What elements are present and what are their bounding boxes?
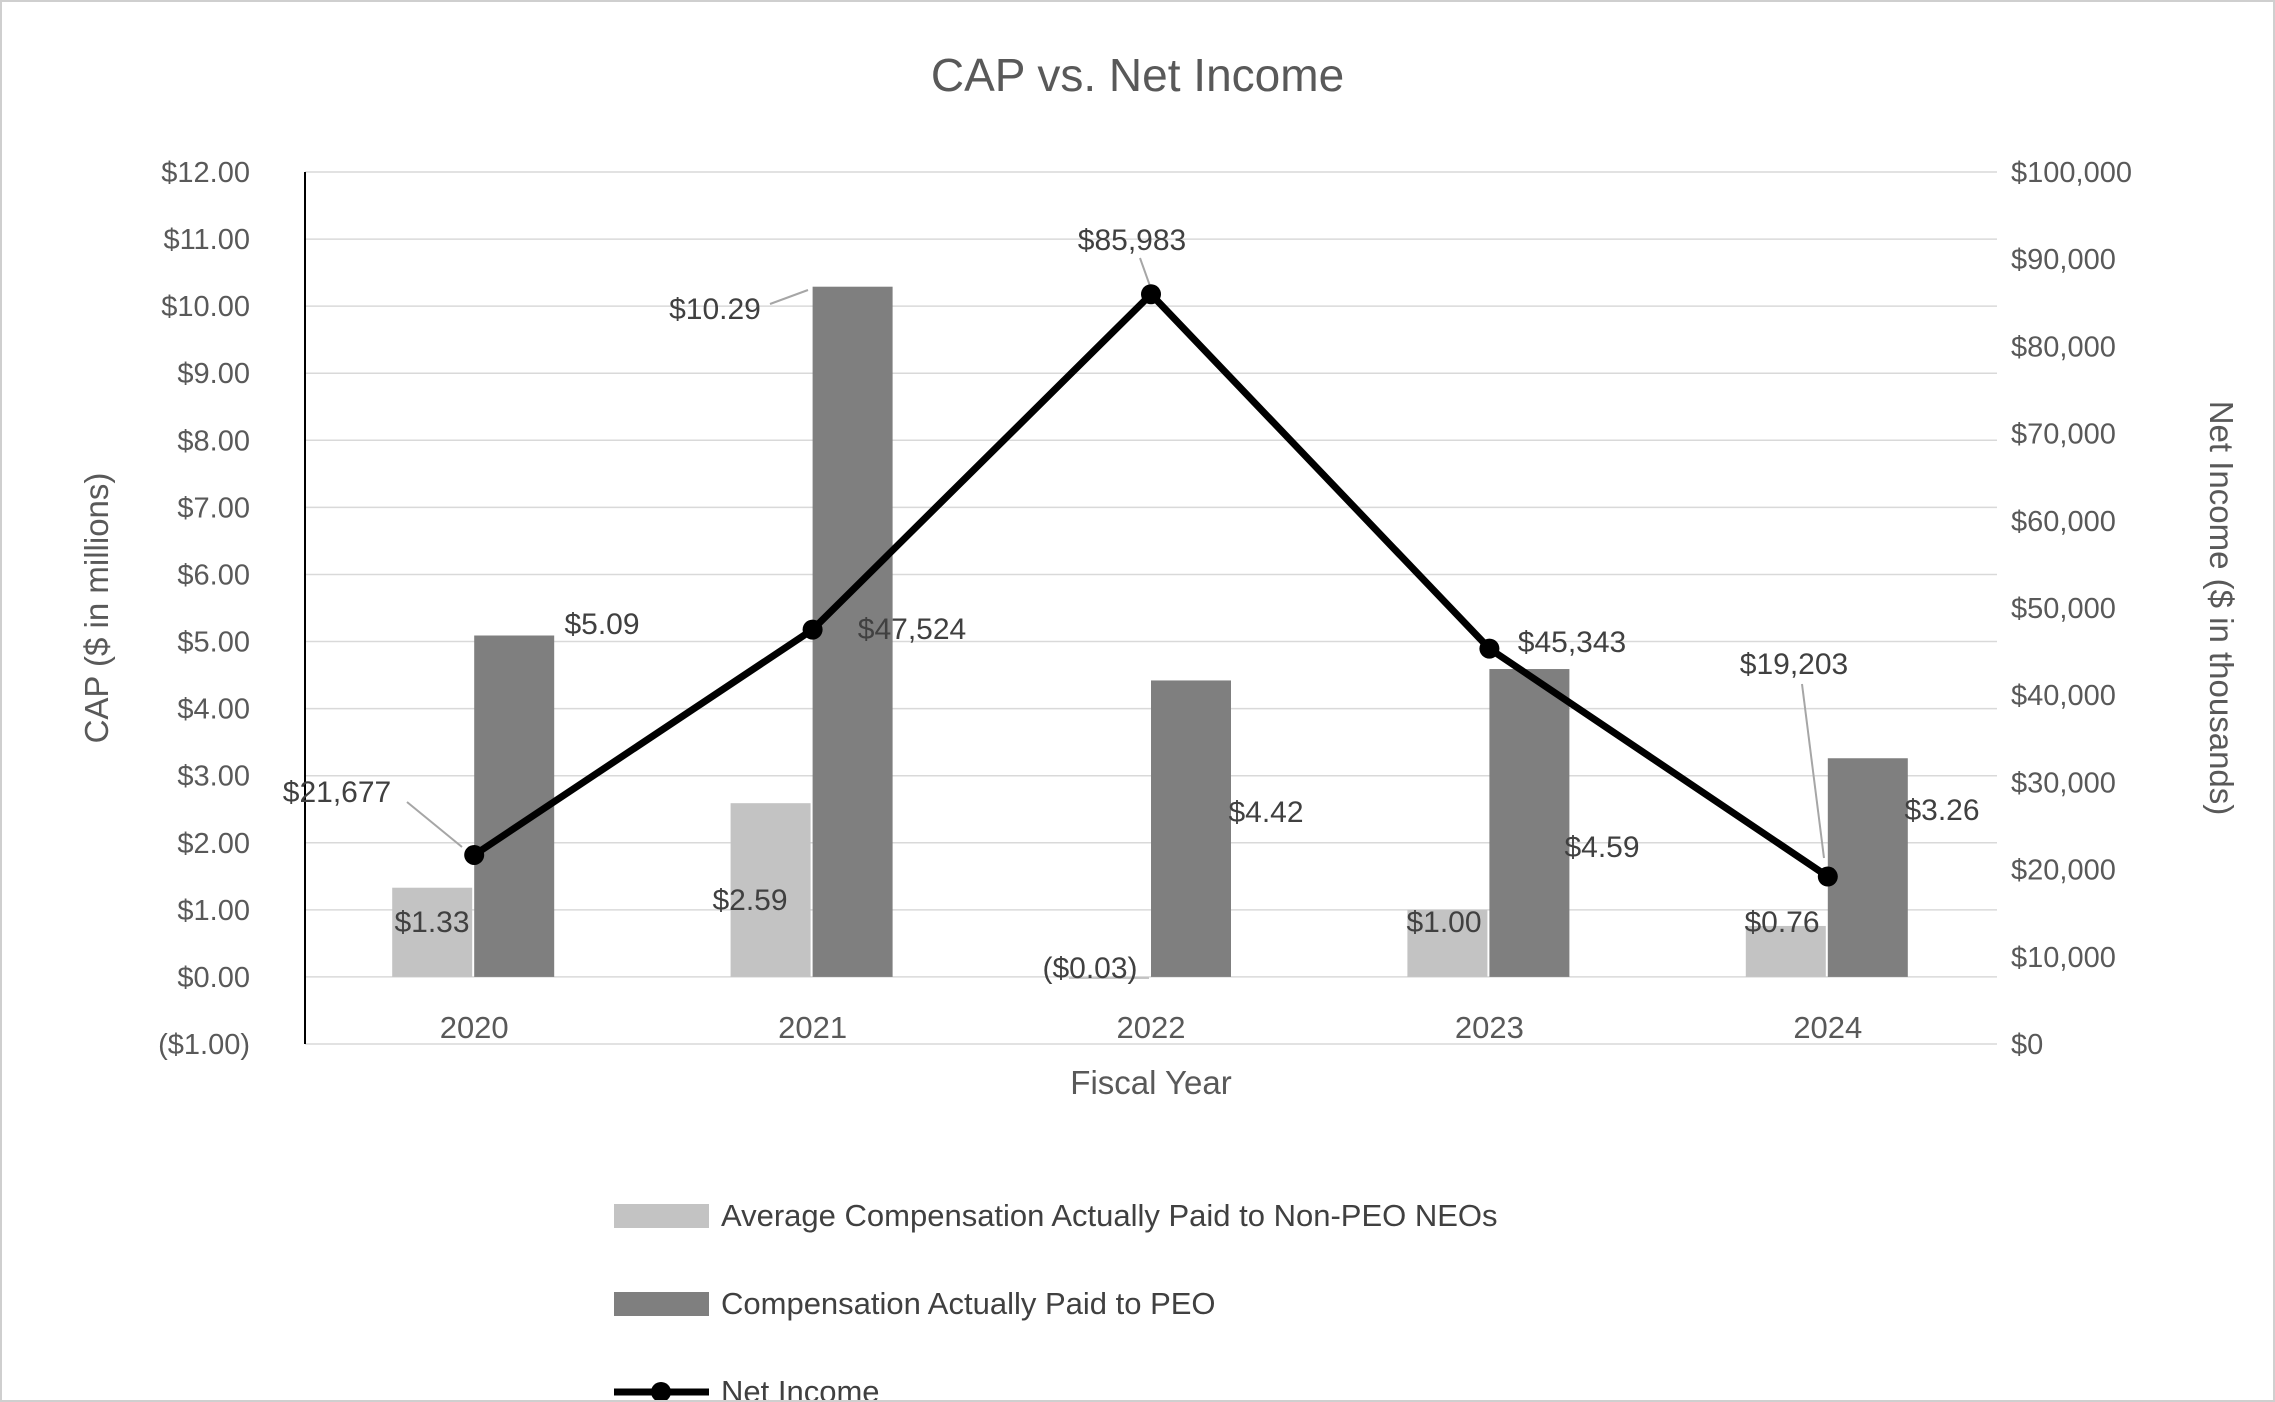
data-label-net-income-2020: $21,677 bbox=[283, 776, 391, 809]
legend-item-non-peo-neos: Average Compensation Actually Paid to No… bbox=[614, 1198, 1498, 1234]
right-axis-tick-label: $20,000 bbox=[2011, 855, 2116, 887]
bar-non-peo-neos-2023 bbox=[1407, 909, 1488, 977]
left-axis-tick-label: $2.00 bbox=[177, 828, 250, 860]
legend-swatch-net-income bbox=[614, 1382, 709, 1400]
x-axis-title: Fiscal Year bbox=[1070, 1064, 1232, 1101]
right-axis-tick-label: $70,000 bbox=[2011, 419, 2116, 451]
chart-title: CAP vs. Net Income bbox=[930, 49, 1345, 101]
bar-non-peo-neos-2021 bbox=[730, 803, 811, 977]
x-axis-category-label: 2021 bbox=[778, 1010, 847, 1045]
data-label-net-income-2023: $45,343 bbox=[1518, 626, 1626, 659]
data-label-peo-2023: $4.59 bbox=[1564, 831, 1639, 864]
left-axis-title: CAP ($ in millions) bbox=[78, 472, 115, 744]
data-label-leader-line bbox=[1139, 257, 1151, 287]
bar-peo-2021 bbox=[812, 286, 893, 977]
data-label-net-income-2022: $85,983 bbox=[1078, 224, 1186, 257]
right-axis-title: Net Income ($ in thousands) bbox=[2203, 400, 2240, 816]
legend-swatch-peo bbox=[614, 1292, 709, 1316]
net-income-point-2023 bbox=[1479, 638, 1500, 659]
data-label-non-peo-neos-2024: $0.76 bbox=[1744, 906, 1819, 939]
bar-peo-2024 bbox=[1827, 758, 1908, 977]
left-axis-tick-label: ($1.00) bbox=[158, 1029, 250, 1061]
data-label-peo-2021: $10.29 bbox=[669, 293, 761, 326]
bar-peo-2023 bbox=[1489, 669, 1570, 977]
right-axis-tick-label: $60,000 bbox=[2011, 506, 2116, 538]
x-axis-category-label: 2024 bbox=[1793, 1010, 1862, 1045]
data-label-peo-2024: $3.26 bbox=[1904, 794, 1979, 827]
left-axis-tick-label: $4.00 bbox=[177, 694, 250, 726]
net-income-point-2021 bbox=[802, 619, 823, 640]
left-axis-tick-label: $5.00 bbox=[177, 627, 250, 659]
legend-label-peo: Compensation Actually Paid to PEO bbox=[721, 1286, 1216, 1321]
legend-swatch-rect bbox=[614, 1292, 709, 1316]
data-label-peo-2020: $5.09 bbox=[564, 608, 639, 641]
legend-swatch-rect bbox=[614, 1204, 709, 1228]
net-income-point-2022 bbox=[1141, 284, 1161, 305]
left-axis-tick-label: $3.00 bbox=[177, 761, 250, 793]
data-label-non-peo-neos-2023: $1.00 bbox=[1406, 906, 1481, 939]
right-axis-tick-label: $10,000 bbox=[2011, 942, 2116, 974]
data-label-leader-line bbox=[406, 801, 463, 848]
legend-item-net-income: Net Income bbox=[614, 1374, 1498, 1402]
legend-swatch-non-peo-neos bbox=[614, 1204, 709, 1228]
left-axis-tick-label: $0.00 bbox=[177, 962, 250, 994]
right-axis-tick-label: $90,000 bbox=[2011, 244, 2116, 276]
left-axis-tick-label: $8.00 bbox=[177, 425, 250, 457]
data-label-net-income-2021: $47,524 bbox=[858, 613, 966, 646]
bar-non-peo-neos-2022 bbox=[1069, 976, 1149, 979]
right-axis-tick-label: $40,000 bbox=[2011, 680, 2116, 712]
legend-label-non-peo-neos: Average Compensation Actually Paid to No… bbox=[721, 1198, 1498, 1233]
data-label-non-peo-neos-2021: $2.59 bbox=[712, 884, 787, 917]
x-axis-category-label: 2020 bbox=[440, 1010, 509, 1045]
data-label-peo-2022: $4.42 bbox=[1228, 796, 1303, 829]
legend-line-marker bbox=[651, 1382, 671, 1400]
left-axis-tick-label: $7.00 bbox=[177, 492, 250, 524]
bar-non-peo-neos-2020 bbox=[392, 887, 473, 977]
right-axis-tick-label: $100,000 bbox=[2011, 157, 2132, 189]
left-axis-tick-label: $11.00 bbox=[163, 224, 250, 256]
x-axis-category-label: 2023 bbox=[1455, 1010, 1524, 1045]
net-income-point-2020 bbox=[464, 844, 485, 865]
right-axis-tick-label: $0 bbox=[2011, 1029, 2043, 1061]
legend: Average Compensation Actually Paid to No… bbox=[614, 1198, 1498, 1402]
left-axis-tick-label: $9.00 bbox=[177, 358, 250, 390]
right-axis-tick-label: $50,000 bbox=[2011, 593, 2116, 625]
net-income-point-2024 bbox=[1817, 866, 1838, 887]
left-axis-tick-label: $6.00 bbox=[177, 559, 250, 591]
left-axis-tick-label: $1.00 bbox=[177, 895, 250, 927]
left-axis-tick-label: $12.00 bbox=[161, 157, 250, 189]
bar-non-peo-neos-2024 bbox=[1745, 925, 1826, 977]
right-axis-tick-label: $80,000 bbox=[2011, 331, 2116, 363]
legend-item-peo: Compensation Actually Paid to PEO bbox=[614, 1286, 1498, 1322]
data-label-net-income-2024: $19,203 bbox=[1740, 648, 1848, 681]
legend-label-net-income: Net Income bbox=[721, 1374, 880, 1402]
bar-peo-2022 bbox=[1151, 680, 1231, 977]
right-axis-tick-label: $30,000 bbox=[2011, 767, 2116, 799]
data-label-leader-line bbox=[769, 289, 809, 305]
data-label-leader-line bbox=[1801, 683, 1825, 859]
left-axis-tick-label: $10.00 bbox=[161, 291, 250, 323]
data-label-non-peo-neos-2022: ($0.03) bbox=[1042, 952, 1137, 985]
bar-peo-2020 bbox=[474, 635, 555, 977]
data-label-non-peo-neos-2020: $1.33 bbox=[394, 906, 469, 939]
x-axis-category-label: 2022 bbox=[1117, 1010, 1186, 1045]
